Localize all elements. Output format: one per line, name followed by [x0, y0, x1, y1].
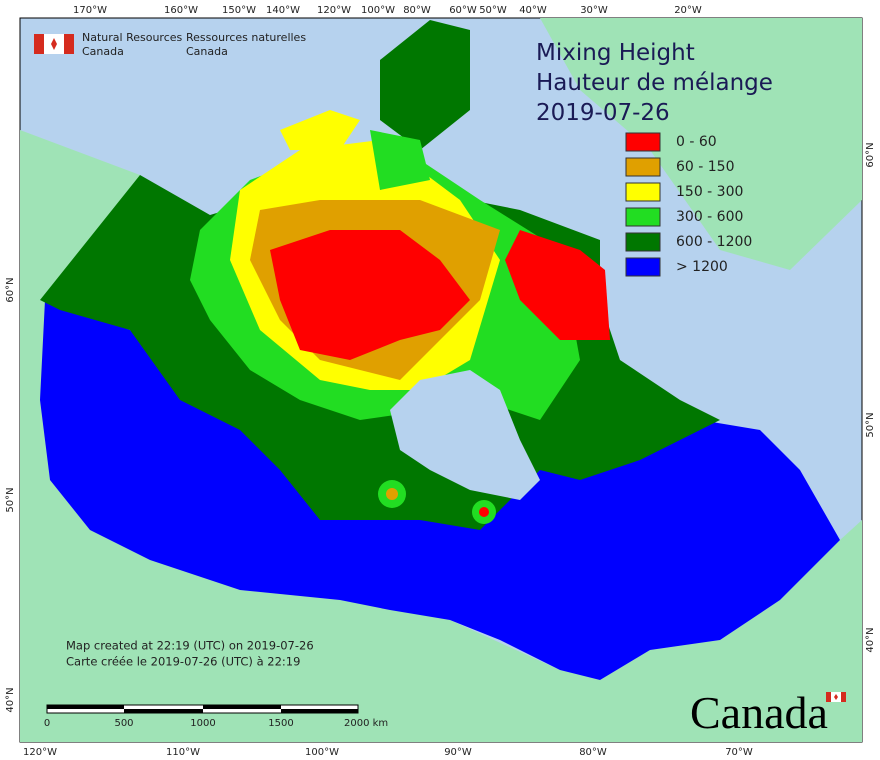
- wordmark-flag: [826, 692, 846, 702]
- legend-label: 300 - 600: [676, 209, 743, 225]
- legend-swatch: [625, 132, 661, 152]
- nrcan-flag: [34, 34, 74, 54]
- org-en: Natural Resources: [82, 31, 183, 44]
- org-fr: Canada: [186, 45, 228, 58]
- note: Map created at 22:19 (UTC) on 2019-07-26: [66, 639, 314, 653]
- longitude-label: 100°W: [305, 747, 339, 758]
- longitude-label: 90°W: [444, 747, 472, 758]
- longitude-label: 150°W: [222, 5, 256, 16]
- legend-swatch: [625, 157, 661, 177]
- title: Mixing Height: [536, 40, 695, 66]
- longitude-label: 140°W: [266, 5, 300, 16]
- longitude-label: 160°W: [164, 5, 198, 16]
- basemap: [20, 18, 862, 742]
- legend-label: 150 - 300: [676, 184, 743, 200]
- latitude-label: 60°N: [865, 142, 876, 167]
- longitude-label: 120°W: [317, 5, 351, 16]
- longitude-label: 20°W: [674, 5, 702, 16]
- latitude-label: 50°N: [5, 487, 16, 512]
- scale-bar: [46, 704, 359, 714]
- legend-swatch: [625, 257, 661, 277]
- title: Hauteur de mélange: [536, 70, 773, 96]
- longitude-label: 40°W: [519, 5, 547, 16]
- longitude-label: 70°W: [725, 747, 753, 758]
- longitude-label: 50°W: [479, 5, 507, 16]
- latitude-label: 40°N: [865, 627, 876, 652]
- legend-label: 600 - 1200: [676, 234, 752, 250]
- scale-label: 1000: [190, 718, 215, 729]
- longitude-label: 100°W: [361, 5, 395, 16]
- longitude-label: 30°W: [580, 5, 608, 16]
- latitude-label: 60°N: [5, 277, 16, 302]
- title: 2019-07-26: [536, 100, 670, 126]
- longitude-label: 170°W: [73, 5, 107, 16]
- scale-label: 0: [44, 718, 50, 729]
- legend-swatch: [625, 232, 661, 252]
- org-en: Canada: [82, 45, 124, 58]
- latitude-label: 50°N: [865, 412, 876, 437]
- scale-label: 1500: [268, 718, 293, 729]
- wordmark: Canada: [690, 687, 828, 738]
- org-fr: Ressources naturelles: [186, 31, 306, 44]
- legend-label: > 1200: [676, 259, 728, 275]
- legend-label: 60 - 150: [676, 159, 735, 175]
- note: Carte créée le 2019-07-26 (UTC) à 22:19: [66, 655, 300, 669]
- legend-swatch: [625, 182, 661, 202]
- latitude-label: 40°N: [5, 687, 16, 712]
- longitude-label: 80°W: [403, 5, 431, 16]
- legend-label: 0 - 60: [676, 134, 717, 150]
- longitude-label: 80°W: [579, 747, 607, 758]
- longitude-label: 120°W: [23, 747, 57, 758]
- legend-swatch: [625, 207, 661, 227]
- scale-label: 2000 km: [344, 718, 388, 729]
- scale-label: 500: [114, 718, 133, 729]
- longitude-label: 110°W: [166, 747, 200, 758]
- longitude-label: 60°W: [449, 5, 477, 16]
